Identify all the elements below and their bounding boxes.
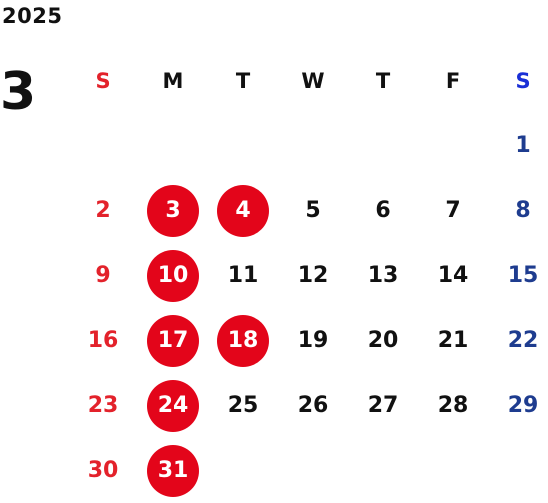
day-cell[interactable]: 13 [348, 243, 418, 308]
empty-day-cell [138, 113, 208, 178]
day-cell[interactable]: 15 [488, 243, 548, 308]
day-number: 31 [147, 444, 199, 497]
year-label: 2025 [2, 4, 63, 28]
day-number: 19 [297, 328, 329, 353]
day-number: 12 [297, 263, 329, 288]
day-number: 5 [305, 198, 321, 223]
empty-day-cell [278, 113, 348, 178]
day-cell[interactable]: 21 [418, 308, 488, 373]
day-number: 10 [147, 249, 199, 302]
day-number: 1 [515, 133, 531, 158]
day-number: 18 [217, 314, 269, 367]
day-number: 24 [147, 379, 199, 432]
calendar-grid: S M T W T F S 1 2 3 4 5 6 7 8 9 10 11 12 13 14 15 16 17 18 19 20 21… [68, 48, 548, 503]
weekday-header: W [301, 68, 325, 93]
weekday-header: M [162, 68, 184, 93]
day-cell[interactable]: 9 [68, 243, 138, 308]
day-number: 27 [367, 393, 399, 418]
day-number: 30 [87, 458, 119, 483]
empty-day-cell [68, 113, 138, 178]
day-cell[interactable]: 11 [208, 243, 278, 308]
day-cell[interactable]: 23 [68, 373, 138, 438]
day-cell[interactable]: 6 [348, 178, 418, 243]
day-number: 11 [227, 263, 259, 288]
day-cell[interactable]: 2 [68, 178, 138, 243]
day-cell[interactable]: 14 [418, 243, 488, 308]
highlighted-day-cell[interactable]: 10 [138, 243, 208, 308]
highlighted-day-cell[interactable]: 4 [208, 178, 278, 243]
day-number: 23 [87, 393, 119, 418]
day-number: 28 [437, 393, 469, 418]
highlighted-day-cell[interactable]: 3 [138, 178, 208, 243]
highlighted-day-cell[interactable]: 31 [138, 438, 208, 503]
day-number: 8 [515, 198, 531, 223]
day-number: 20 [367, 328, 399, 353]
highlighted-day-cell[interactable]: 17 [138, 308, 208, 373]
day-cell[interactable]: 19 [278, 308, 348, 373]
day-cell[interactable]: 16 [68, 308, 138, 373]
day-number: 16 [87, 328, 119, 353]
day-cell[interactable]: 12 [278, 243, 348, 308]
month-number: 3 [0, 62, 37, 122]
weekday-header: T [375, 68, 391, 93]
empty-day-cell [418, 113, 488, 178]
empty-day-cell [348, 113, 418, 178]
day-number: 15 [507, 263, 539, 288]
day-cell[interactable]: 5 [278, 178, 348, 243]
day-number: 3 [147, 184, 199, 237]
day-number: 6 [375, 198, 391, 223]
day-number: 25 [227, 393, 259, 418]
day-number: 4 [217, 184, 269, 237]
day-number: 22 [507, 328, 539, 353]
day-number: 14 [437, 263, 469, 288]
day-number: 13 [367, 263, 399, 288]
day-number: 21 [437, 328, 469, 353]
highlighted-day-cell[interactable]: 24 [138, 373, 208, 438]
weekday-header: T [235, 68, 251, 93]
day-cell[interactable]: 27 [348, 373, 418, 438]
weekday-header: F [445, 68, 461, 93]
day-number: 9 [95, 263, 111, 288]
weekday-header: S [95, 68, 111, 93]
day-cell[interactable]: 25 [208, 373, 278, 438]
weekday-header: S [515, 68, 531, 93]
day-cell[interactable]: 28 [418, 373, 488, 438]
day-cell[interactable]: 20 [348, 308, 418, 373]
day-cell[interactable]: 7 [418, 178, 488, 243]
day-number: 2 [95, 198, 111, 223]
highlighted-day-cell[interactable]: 18 [208, 308, 278, 373]
day-cell[interactable]: 26 [278, 373, 348, 438]
day-cell[interactable]: 8 [488, 178, 548, 243]
day-number: 26 [297, 393, 329, 418]
day-number: 7 [445, 198, 461, 223]
day-number: 29 [507, 393, 539, 418]
day-cell[interactable]: 1 [488, 113, 548, 178]
day-cell[interactable]: 29 [488, 373, 548, 438]
day-number: 17 [147, 314, 199, 367]
day-cell[interactable]: 22 [488, 308, 548, 373]
day-cell[interactable]: 30 [68, 438, 138, 503]
empty-day-cell [208, 113, 278, 178]
